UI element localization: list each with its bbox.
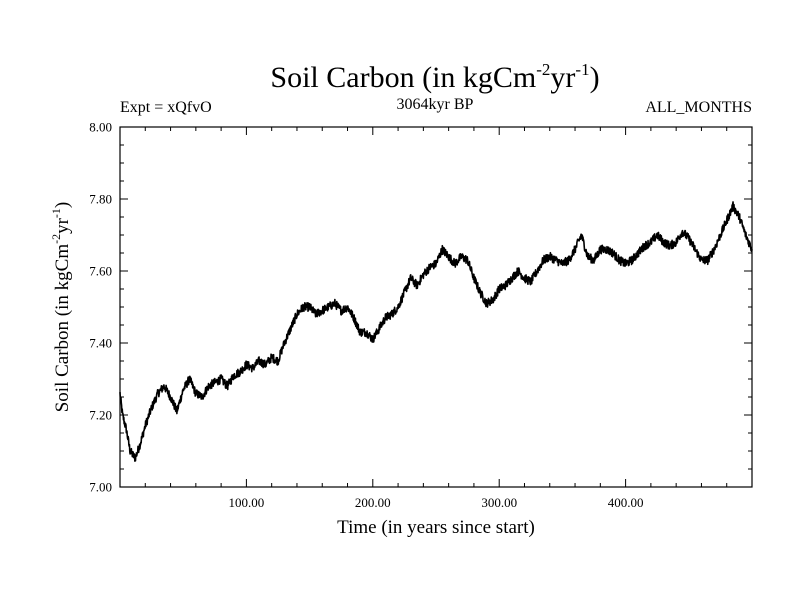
subtitle-period: 3064kyr BP [397,96,474,113]
x-axis-title: Time (in years since start) [337,517,535,538]
x-tick-label: 200.00 [355,495,391,510]
y-tick-label: 7.60 [89,264,112,279]
y-tick-label: 7.20 [89,408,112,423]
series-line-soil-carbon [119,201,753,462]
plot-area-frame [119,126,753,488]
subtitle-experiment: Expt = xQfvO [120,99,212,116]
x-tick-label: 400.00 [608,495,644,510]
chart-title: Soil Carbon (in kgCm-2yr-1) [270,60,599,94]
x-tick-label: 100.00 [229,495,265,510]
y-tick-label: 8.00 [89,120,112,135]
y-tick-label: 7.40 [89,336,112,351]
axis-ticks [120,127,752,487]
axis-tick-labels: 7.00 7.20 7.40 7.60 7.80 8.00 100.00 200.00 300.… [89,120,643,511]
x-tick-label: 300.00 [481,495,517,510]
y-axis-title: Soil Carbon (in kgCm-2yr-1) [49,202,73,413]
subtitle-months: ALL_MONTHS [645,99,752,116]
y-tick-label: 7.80 [89,192,112,207]
y-tick-label: 7.00 [89,480,112,495]
